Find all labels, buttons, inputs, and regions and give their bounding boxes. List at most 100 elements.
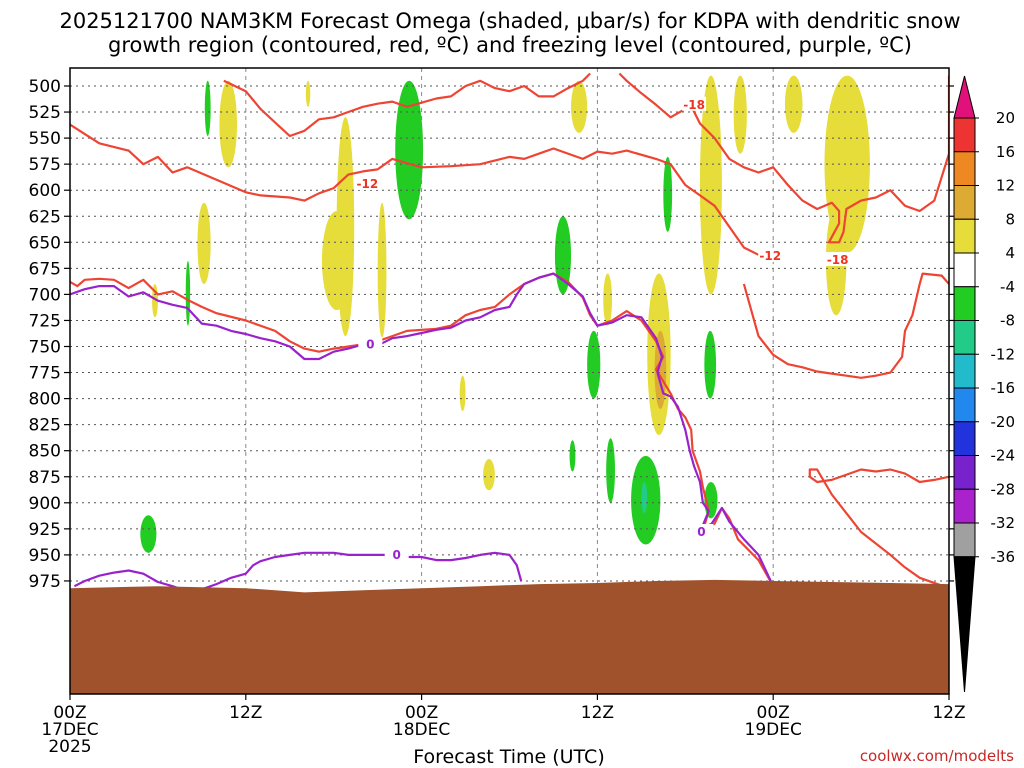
chart-title: 2025121700 NAM3KM Forecast Omega (shaded… xyxy=(59,9,960,57)
colorbar-band-12 xyxy=(953,522,976,558)
red-contour-0 xyxy=(70,123,759,256)
y-tick-label-875: 875 xyxy=(29,468,61,488)
plot-inner xyxy=(70,68,949,694)
title-line-1: 2025121700 NAM3KM Forecast Omega (shaded… xyxy=(59,9,960,33)
x-tick-label-2-1: 18DEC xyxy=(393,720,450,740)
omega-region-ascent-10 xyxy=(663,156,673,232)
colorbar-band-6 xyxy=(953,320,976,355)
y-tick-label-850: 850 xyxy=(29,442,61,462)
omega-region-descent-23 xyxy=(603,273,613,326)
colorbar-band-2 xyxy=(953,185,976,220)
y-tick-label-975: 975 xyxy=(29,572,61,592)
colorbar-label-13: -36 xyxy=(991,548,1016,566)
red-contour-1 xyxy=(70,272,775,587)
colorbar-band-11 xyxy=(953,488,976,524)
colorbar-label-1: 16 xyxy=(996,143,1015,161)
colorbar-label-5: -4 xyxy=(1000,278,1015,296)
red-contour-label-bg-0-0 xyxy=(355,175,380,190)
y-tick-label-925: 925 xyxy=(29,520,61,540)
y-tick-label-550: 550 xyxy=(29,129,61,149)
colorbar-band-4 xyxy=(953,252,976,288)
omega-region-descent-28 xyxy=(784,75,803,133)
colorbar-band-10 xyxy=(953,455,976,490)
omega-region-descent-21 xyxy=(483,459,495,491)
colorbar-band-1 xyxy=(953,151,976,186)
colorbar-band-7 xyxy=(953,353,976,389)
purple-contour-label-bg-0-1 xyxy=(689,523,714,538)
red-contour-label-bg-1-0 xyxy=(682,96,707,111)
omega-region-descent-18 xyxy=(336,117,355,337)
red-contour-label-1-0: -18 xyxy=(683,98,705,112)
y-tick-label-700: 700 xyxy=(29,285,61,305)
colorbar-band-0 xyxy=(953,117,976,153)
red-contour-4 xyxy=(742,272,949,379)
red-contour-label-1-1: -18 xyxy=(827,253,849,267)
colorbar-label-10: -24 xyxy=(991,447,1016,465)
y-tick-label-650: 650 xyxy=(29,233,61,253)
omega-region-ascent-9 xyxy=(641,481,648,514)
red-contour-label-0-0: -12 xyxy=(357,177,379,191)
y-tick-label-500: 500 xyxy=(29,77,61,97)
omega-region-ascent-3 xyxy=(395,80,424,220)
purple-contour-1 xyxy=(73,551,523,593)
red-contour-2 xyxy=(223,72,591,138)
y-tick-label-625: 625 xyxy=(29,207,61,227)
colorbar-label-0: 20 xyxy=(996,109,1015,127)
omega-region-ascent-6 xyxy=(587,330,601,399)
colorbar-label-6: -8 xyxy=(1000,312,1015,330)
dgz-contours-red xyxy=(70,72,949,590)
omega-region-descent-13 xyxy=(219,80,238,168)
omega-region-ascent-0 xyxy=(204,80,211,137)
purple-contour-label-0-1: 0 xyxy=(697,525,705,539)
omega-region-descent-20 xyxy=(459,375,466,412)
colorbar-label-12: -32 xyxy=(991,514,1016,532)
x-axis-label: Forecast Time (UTC) xyxy=(413,746,604,768)
x-tick-label-4-1: 19DEC xyxy=(745,720,802,740)
terrain-ground xyxy=(70,579,949,694)
omega-region-ascent-2 xyxy=(140,515,157,553)
y-tick-label-825: 825 xyxy=(29,416,61,436)
y-tick-label-950: 950 xyxy=(29,546,61,566)
colorbar-label-2: 12 xyxy=(996,177,1015,195)
purple-contour-label-0-0: 0 xyxy=(366,337,374,351)
colorbar-label-7: -12 xyxy=(991,345,1016,363)
plot-area: -12 -12 -18 -18 0 0 0 500 525 550 575 600 625 650 675 7… xyxy=(29,67,966,757)
colorbar-label-11: -28 xyxy=(991,480,1016,498)
y-tick-label-900: 900 xyxy=(29,494,61,514)
colorbar-label-3: 8 xyxy=(1005,210,1015,228)
x-tick-label-2-0: 00Z xyxy=(405,703,438,723)
purple-contour-label-bg-1-0 xyxy=(384,546,409,561)
omega-region-ascent-5 xyxy=(569,440,576,472)
colorbar-band-8 xyxy=(953,387,976,423)
y-tick-label-725: 725 xyxy=(29,311,61,331)
omega-shading xyxy=(140,75,870,553)
y-tick-label-775: 775 xyxy=(29,364,61,384)
grid-lines xyxy=(70,68,949,694)
colorbar: 20 16 12 8 4 -4 -8 -12 -16 -20 -24 -28 -32 -36 xyxy=(953,75,1016,693)
omega-region-descent-22 xyxy=(571,80,588,133)
red-contour-label-0-1: -12 xyxy=(759,249,781,263)
colorbar-band-9 xyxy=(953,421,976,456)
omega-region-descent-14 xyxy=(197,202,211,284)
omega-region-ascent-4 xyxy=(554,216,572,295)
colorbar-band-5 xyxy=(953,286,976,321)
x-tick-label-3-0: 12Z xyxy=(581,703,614,723)
colorbar-band-3 xyxy=(953,218,976,254)
red-contour-label-bg-1-1 xyxy=(825,252,850,267)
omega-region-ascent-11 xyxy=(704,330,717,399)
x-tick-label-5-0: 12Z xyxy=(932,703,965,723)
x-tick-label-1-0: 12Z xyxy=(229,703,262,723)
plot-frame xyxy=(69,67,950,695)
x-tick-label-0-0: 00Z xyxy=(53,703,86,723)
y-tick-label-750: 750 xyxy=(29,338,61,358)
y-tick-label-675: 675 xyxy=(29,259,61,279)
purple-contour-label-bg-0-0 xyxy=(358,336,383,351)
credit-text: coolwx.com/modelts xyxy=(860,747,1014,765)
x-tick-label-0-2: 2025 xyxy=(48,737,91,757)
colorbar-top-arrow xyxy=(953,75,976,119)
freezing-contours-purple xyxy=(70,272,775,593)
omega-region-ascent-1 xyxy=(185,261,191,326)
colorbar-label-9: -20 xyxy=(991,413,1016,431)
